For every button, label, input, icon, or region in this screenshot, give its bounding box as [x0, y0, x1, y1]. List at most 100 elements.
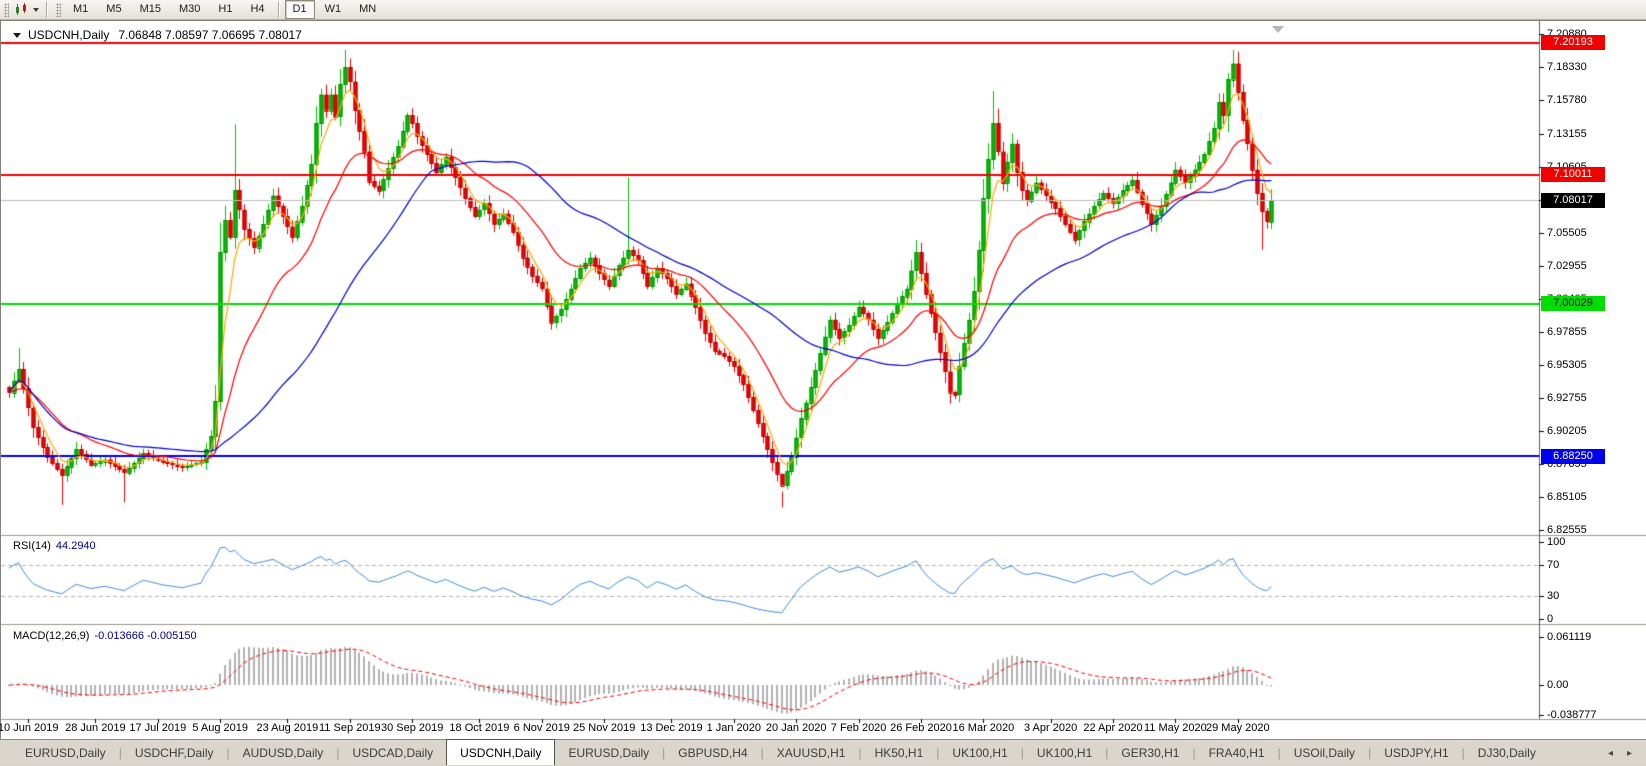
time-axis-label: 20 Jan 2020	[765, 722, 827, 734]
chart-tab-usdchf-daily[interactable]: USDCHF,Daily	[134, 745, 214, 760]
price-line-label: 7.00029	[1541, 296, 1605, 312]
timeframe-button-m30[interactable]: M30	[178, 3, 201, 15]
price-axis-tick: 7.05505	[1547, 226, 1587, 239]
chart-tab-audusd-daily[interactable]: AUDUSD,Daily	[242, 745, 324, 760]
chart-tab-gbpusd-h4[interactable]: GBPUSD,H4	[678, 745, 748, 760]
time-axis-label: 30 Sep 2019	[380, 722, 444, 734]
time-axis-label: 1 Jan 2020	[706, 722, 762, 734]
toolbar-dropdown-arrow-icon[interactable]	[33, 7, 39, 12]
price-axis-tick: 6.90205	[1547, 424, 1587, 437]
time-axis-label: 7 Feb 2020	[830, 722, 887, 734]
symbol-dropdown-icon[interactable]	[13, 32, 21, 38]
timeframe-toolbar: M1 M5 M15 M30 H1 H4 D1 W1 MN	[0, 0, 1646, 20]
chart-tab-fra40-h1[interactable]: FRA40,H1	[1208, 745, 1265, 760]
timeframe-button-h4[interactable]: H4	[250, 3, 265, 15]
tabbar-scroll-left-icon[interactable]: ◂	[1607, 747, 1613, 759]
time-axis-label: 11 May 2020	[1143, 722, 1207, 734]
time-axis-label: 23 Aug 2019	[256, 722, 319, 734]
chart-tab-hk50-h1[interactable]: HK50,H1	[874, 745, 924, 760]
chart-ohlc-values: 7.06848 7.08597 7.06695 7.08017	[118, 28, 302, 42]
price-axis-tick: 6.92755	[1547, 391, 1587, 404]
price-axis-tick: 7.13155	[1547, 127, 1587, 140]
chart-symbol-label: USDCNH,Daily	[28, 28, 110, 42]
price-axis-tick: 6.95305	[1547, 358, 1587, 371]
chart-tab-dj30-daily[interactable]: DJ30,Daily	[1477, 745, 1536, 760]
charts-toolbar-button[interactable]	[12, 2, 42, 17]
macd-values: -0.013666 -0.005150	[94, 630, 197, 642]
timeframe-buttons: M1 M5 M15 M30 H1 H4 D1 W1 MN	[64, 0, 385, 19]
timeframe-button-w1[interactable]: W1	[324, 3, 342, 15]
chart-tab-eurusd-daily[interactable]: EURUSD,Daily	[25, 745, 106, 760]
time-axis-label: 6 Nov 2019	[513, 722, 570, 734]
tabs-holder: EURUSD,Daily | USDCHF,Daily | AUDUSD,Daily | U…	[12, 739, 1549, 765]
price-line-label: 7.08017	[1541, 192, 1605, 208]
timeframe-button-m1[interactable]: M1	[73, 3, 89, 15]
tab-separator: |	[226, 745, 230, 760]
time-axis-label: 18 Oct 2019	[449, 722, 510, 734]
chart-tab-eurusd-daily[interactable]: EURUSD,Daily	[568, 745, 650, 760]
time-axis-label: 28 Jun 2019	[65, 722, 126, 734]
timeframe-button-h1[interactable]: H1	[218, 3, 233, 15]
timeframe-button-d1[interactable]: D1	[284, 0, 315, 19]
chart-title[interactable]: USDCNH,Daily 7.06848 7.08597 7.06695 7.0…	[13, 28, 302, 42]
tabbar-spacer	[0, 740, 12, 765]
timeframe-button-m15[interactable]: M15	[139, 3, 161, 15]
tabbar-scroll-right-icon[interactable]: ▸	[1626, 747, 1632, 759]
timeframe-button-m5[interactable]: M5	[106, 3, 122, 15]
rsi-pane-label: RSI(14) 44.2940	[13, 540, 96, 552]
chart-tab-uk100-h1[interactable]: UK100,H1	[1036, 745, 1093, 760]
tab-separator: |	[1368, 745, 1372, 760]
chart-window: USDCNH,Daily 7.06848 7.08597 7.06695 7.0…	[0, 20, 1646, 740]
time-axis-label: 11 Sep 2019	[319, 722, 381, 734]
price-axis-tick: 7.18330	[1547, 61, 1587, 73]
price-axis-tick: 6.82555	[1547, 523, 1587, 536]
tab-separator: |	[936, 745, 940, 760]
timeframe-button-mn[interactable]: MN	[359, 3, 377, 15]
rsi-axis-tick: 70	[1547, 559, 1560, 572]
time-axis-label: 5 Aug 2019	[192, 722, 249, 734]
price-axis-tick: 7.15780	[1547, 94, 1587, 106]
price-axis-tick: 6.85105	[1547, 490, 1587, 503]
toolbar-separator	[277, 1, 280, 18]
time-axis-label: 17 Jul 2019	[129, 722, 187, 734]
chart-tab-usdcad-daily[interactable]: USDCAD,Daily	[352, 745, 434, 760]
time-axis-label: 13 Dec 2019	[640, 722, 703, 734]
macd-axis-tick: 0.00	[1547, 679, 1569, 691]
rsi-axis-tick: 30	[1547, 589, 1560, 602]
macd-axis-tick: -0.038777	[1547, 709, 1597, 722]
chart-tab-xauusd-h1[interactable]: XAUUSD,H1	[776, 745, 846, 760]
tabbar-scrollers: ◂ ▸	[1608, 740, 1632, 766]
tab-separator: |	[1277, 745, 1281, 760]
chart-tab-usdjpy-h1[interactable]: USDJPY,H1	[1384, 745, 1449, 760]
rsi-axis-tick: 0	[1547, 613, 1554, 625]
rsi-value: 44.2940	[55, 540, 96, 552]
price-line-label: 7.10011	[1541, 167, 1605, 183]
tab-separator: |	[336, 745, 340, 760]
tab-separator: |	[662, 745, 666, 760]
tab-separator: |	[1020, 745, 1024, 760]
macd-pane-label: MACD(12,26,9) -0.013666 -0.005150	[13, 630, 197, 642]
chart-tab-ger30-h1[interactable]: GER30,H1	[1121, 745, 1180, 760]
time-axis-label: 16 Mar 2020	[952, 722, 1015, 734]
rsi-axis-tick: 100	[1547, 536, 1566, 548]
tab-separator: |	[1105, 745, 1109, 760]
chart-canvas[interactable]	[1, 21, 1646, 740]
chart-tab-usdcnh-daily[interactable]: USDCNH,Daily	[446, 739, 556, 765]
price-axis-tick: 7.02955	[1547, 259, 1587, 272]
time-axis-label: 10 Jun 2019	[0, 722, 59, 734]
tab-separator: |	[1461, 745, 1465, 760]
chart-shift-marker-icon[interactable]	[1272, 26, 1284, 33]
tab-separator: |	[760, 745, 764, 760]
time-axis-label: 26 Feb 2020	[890, 722, 952, 734]
chart-tabbar: EURUSD,Daily | USDCHF,Daily | AUDUSD,Daily | U…	[0, 739, 1646, 765]
tab-separator: |	[1192, 745, 1196, 760]
toolbar-drag-handle[interactable]	[4, 2, 9, 17]
chart-tab-usoil-daily[interactable]: USOil,Daily	[1293, 745, 1356, 760]
tab-separator: |	[118, 745, 122, 760]
chart-tab-uk100-h1[interactable]: UK100,H1	[952, 745, 1008, 760]
time-axis-label: 25 Nov 2019	[572, 722, 636, 734]
price-line-label: 7.20193	[1541, 35, 1605, 51]
time-axis-label: 22 Apr 2020	[1083, 722, 1143, 734]
toolbar-drag-handle[interactable]	[56, 2, 61, 17]
